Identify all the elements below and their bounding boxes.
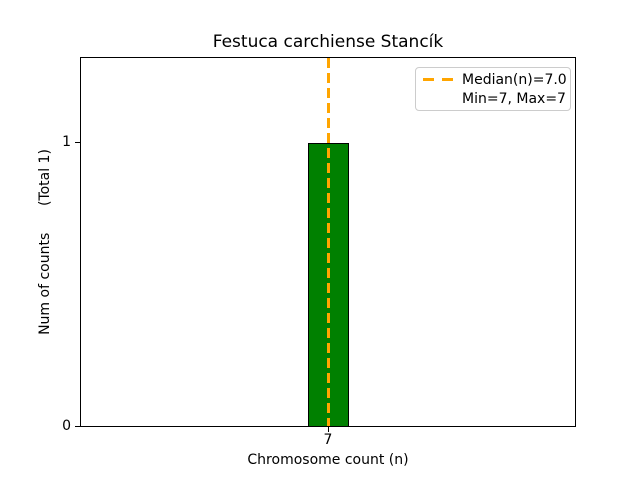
dashed-line-icon xyxy=(423,78,454,81)
y-tick-mark-0 xyxy=(75,426,80,427)
legend: Median(n)=7.0 Min=7, Max=7 xyxy=(415,67,571,111)
legend-handle-spacer xyxy=(423,97,454,100)
x-tick-label-7: 7 xyxy=(323,432,333,448)
x-axis-label: Chromosome count (n) xyxy=(247,452,409,468)
legend-entry-median: Median(n)=7.0 xyxy=(423,70,567,89)
legend-entry-minmax: Min=7, Max=7 xyxy=(423,89,566,108)
plot-area xyxy=(80,57,576,427)
x-tick-mark-7 xyxy=(328,427,329,432)
y-tick-mark-1 xyxy=(75,142,80,143)
y-tick-label-0: 0 xyxy=(62,418,71,434)
y-axis-label: Num of counts (Total 1) xyxy=(37,149,53,335)
chart-title: Festuca carchiense Stancík xyxy=(212,32,444,52)
legend-label-minmax: Min=7, Max=7 xyxy=(462,90,566,107)
y-tick-label-1: 1 xyxy=(62,134,71,150)
median-line xyxy=(327,58,330,426)
legend-label-median: Median(n)=7.0 xyxy=(462,71,567,88)
